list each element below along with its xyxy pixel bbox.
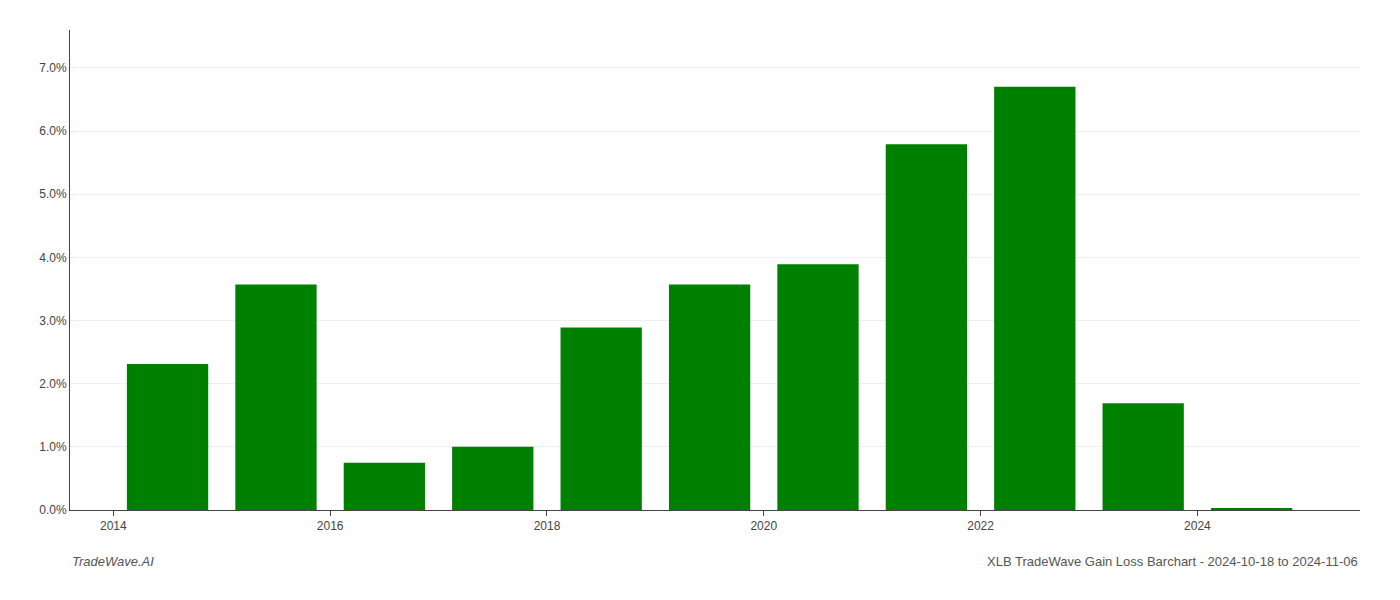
svg-text:2014: 2014 xyxy=(100,519,127,533)
svg-text:2020: 2020 xyxy=(750,519,777,533)
svg-text:2022: 2022 xyxy=(967,519,994,533)
svg-text:5.0%: 5.0% xyxy=(39,187,67,201)
svg-text:2018: 2018 xyxy=(534,519,561,533)
svg-text:3.0%: 3.0% xyxy=(39,314,67,328)
svg-text:2024: 2024 xyxy=(1184,519,1211,533)
svg-text:TradeWave.AI: TradeWave.AI xyxy=(72,554,154,569)
svg-text:0.0%: 0.0% xyxy=(39,503,67,517)
svg-text:XLB TradeWave Gain Loss Barcha: XLB TradeWave Gain Loss Barchart - 2024-… xyxy=(987,554,1358,569)
svg-text:2.0%: 2.0% xyxy=(39,377,67,391)
svg-text:4.0%: 4.0% xyxy=(39,251,67,265)
svg-text:6.0%: 6.0% xyxy=(39,124,67,138)
svg-text:7.0%: 7.0% xyxy=(39,61,67,75)
svg-text:1.0%: 1.0% xyxy=(39,440,67,454)
svg-text:2016: 2016 xyxy=(317,519,344,533)
